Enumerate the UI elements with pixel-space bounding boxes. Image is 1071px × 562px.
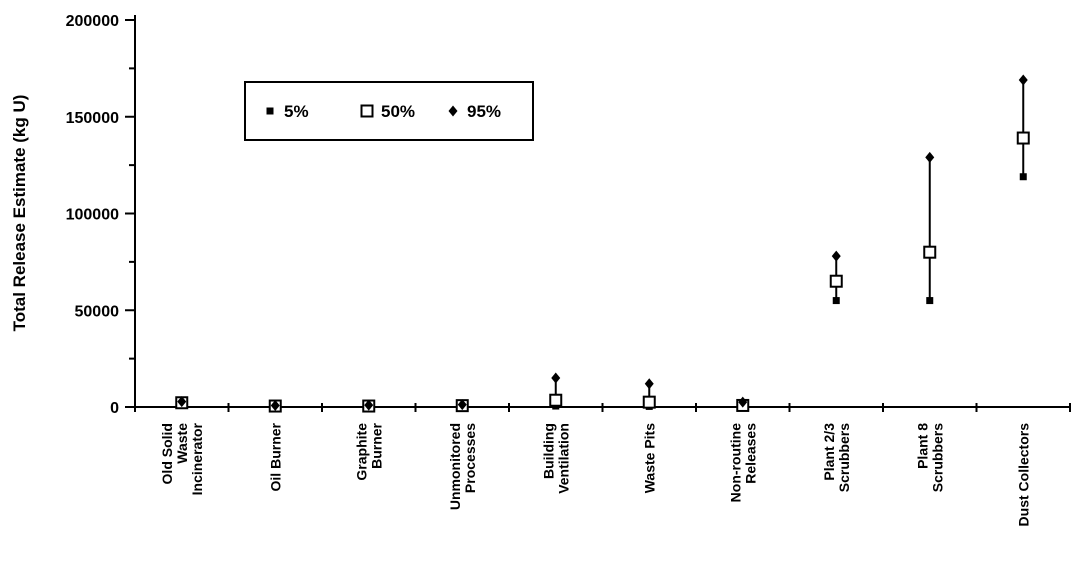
category-label-line: Releases bbox=[742, 423, 758, 484]
point-filled-diamond bbox=[831, 250, 841, 262]
category-label: Plant 8Scrubbers bbox=[914, 423, 945, 492]
y-tick-label: 100000 bbox=[66, 207, 119, 224]
point-filled-diamond bbox=[177, 396, 187, 408]
category-label-line: Incinerator bbox=[189, 422, 205, 495]
category-label: Non-routineReleases bbox=[727, 423, 758, 503]
legend-label: 50% bbox=[381, 102, 415, 121]
category-label-line: Scrubbers bbox=[836, 423, 852, 492]
category-label: Old SolidWasteIncinerator bbox=[159, 422, 205, 495]
y-tick-label: 0 bbox=[110, 400, 119, 417]
category-label-line: Oil Burner bbox=[267, 422, 283, 491]
category-label-line: Waste Pits bbox=[641, 423, 657, 493]
category-label-line: Non-routine bbox=[727, 423, 743, 503]
legend: 5% 50% 95% bbox=[244, 81, 534, 141]
point-open-square bbox=[549, 393, 563, 407]
category-label: GraphiteBurner bbox=[353, 422, 384, 480]
legend-label: 5% bbox=[284, 102, 309, 121]
point-filled-diamond bbox=[925, 151, 935, 163]
category-label-line: Building bbox=[540, 423, 556, 479]
category-label: Waste Pits bbox=[641, 423, 657, 493]
point-filled-diamond bbox=[457, 399, 467, 411]
y-tick-label: 200000 bbox=[66, 13, 119, 30]
x-ticks: Old SolidWasteIncinerator Oil Burner Graph… bbox=[134, 403, 1071, 527]
category-label-line: Dust Collectors bbox=[1015, 423, 1031, 527]
point-filled-diamond bbox=[738, 396, 748, 408]
category-label-line: Old Solid bbox=[159, 423, 175, 484]
point-filled-diamond bbox=[1018, 74, 1028, 86]
category-label-line: Graphite bbox=[353, 423, 369, 481]
y-tick-label: 150000 bbox=[66, 110, 119, 127]
category-label-line: Waste bbox=[174, 423, 190, 464]
category-label-line: Plant 2/3 bbox=[821, 423, 837, 481]
y-ticks: 0 50000 100000 150000 200000 bbox=[66, 13, 135, 417]
category-label: Oil Burner bbox=[267, 422, 283, 491]
point-open-square bbox=[923, 245, 937, 259]
category-label-line: Ventilation bbox=[555, 423, 571, 494]
legend-marker-filled-square bbox=[266, 107, 274, 115]
y-axis-title: Total Release Estimate (kg U) bbox=[10, 95, 29, 332]
category-label-line: Unmonitored bbox=[447, 423, 463, 510]
point-open-square bbox=[1016, 131, 1030, 145]
y-tick-label: 50000 bbox=[75, 303, 120, 320]
category-label: BuildingVentilation bbox=[540, 423, 571, 494]
point-filled-diamond bbox=[644, 378, 654, 390]
point-open-square bbox=[829, 274, 843, 288]
point-filled-diamond bbox=[270, 399, 280, 411]
legend-marker-open-square bbox=[360, 104, 374, 118]
legend-label: 95% bbox=[467, 102, 501, 121]
category-label: Plant 2/3Scrubbers bbox=[821, 423, 852, 492]
point-filled-diamond bbox=[364, 399, 374, 411]
point-filled-square bbox=[832, 297, 840, 305]
legend-marker-filled-diamond bbox=[448, 105, 458, 117]
data-marks bbox=[175, 74, 1030, 413]
point-filled-square bbox=[1019, 173, 1027, 181]
point-filled-square bbox=[926, 297, 934, 305]
legend-box bbox=[244, 81, 534, 141]
point-open-square bbox=[642, 395, 656, 409]
point-filled-diamond bbox=[551, 372, 561, 384]
category-label-line: Burner bbox=[368, 422, 384, 468]
category-label: UnmonitoredProcesses bbox=[447, 423, 478, 510]
category-label-line: Scrubbers bbox=[929, 423, 945, 492]
category-label: Dust Collectors bbox=[1015, 423, 1031, 527]
category-label-line: Plant 8 bbox=[914, 423, 930, 469]
category-label-line: Processes bbox=[462, 423, 478, 493]
